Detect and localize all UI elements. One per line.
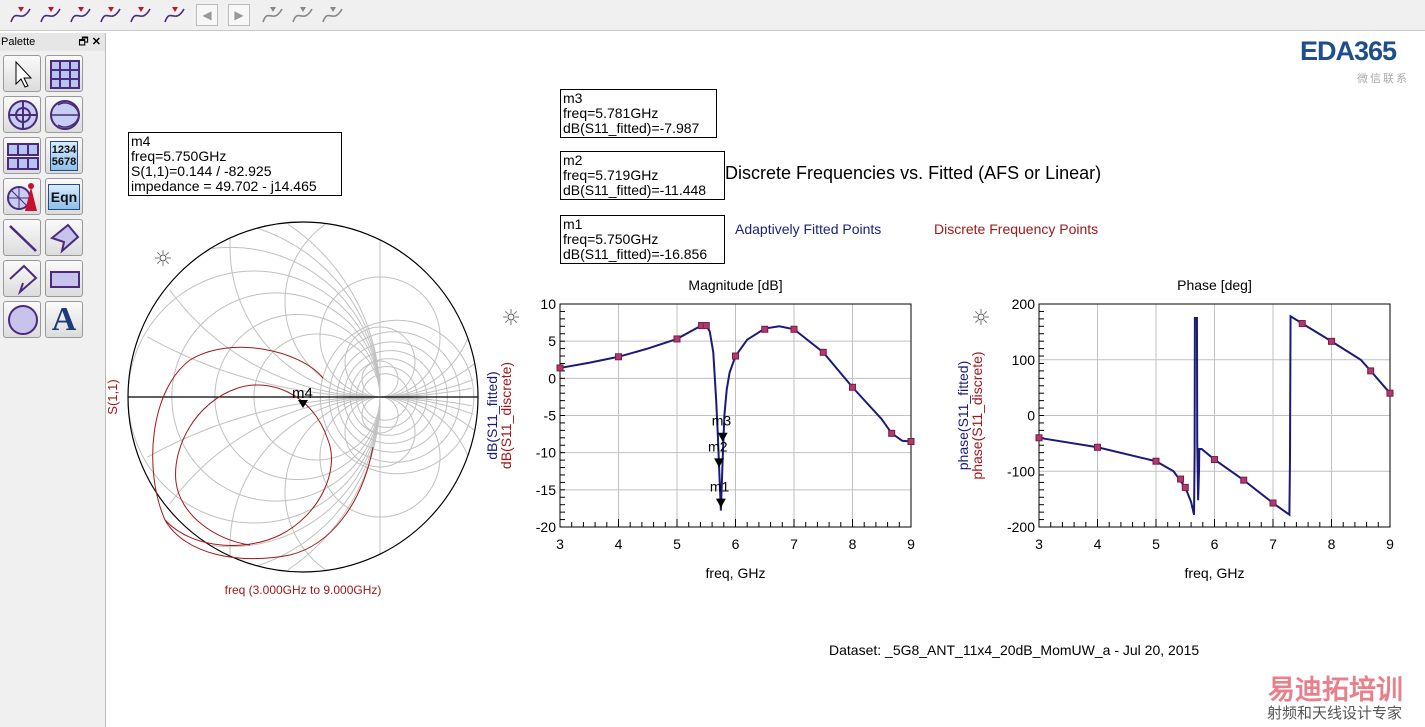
antenna-plot-icon xyxy=(7,182,37,211)
plot-title: Discrete Frequencies vs. Fitted (AFS or … xyxy=(725,163,1102,183)
palette-polyline-button[interactable] xyxy=(3,260,41,297)
triangle-right-icon: ▶ xyxy=(234,8,244,22)
prev-marker-button[interactable]: ◀ xyxy=(196,4,218,26)
marker-move-left-button[interactable] xyxy=(260,3,286,27)
line-icon xyxy=(9,224,37,252)
marker-value: S(1,1)=0.144 / -82.925 xyxy=(131,163,272,179)
marker-box-m2[interactable]: m2 freq=5.719GHz dB(S11_fitted)=-11.448 xyxy=(560,151,725,200)
palette-rectangle-button[interactable] xyxy=(45,260,83,297)
marker-move-up-button[interactable] xyxy=(290,3,316,27)
marker-value: dB(S11_fitted)=-7.987 xyxy=(563,120,700,136)
next-marker-button[interactable]: ▶ xyxy=(228,4,250,26)
logo-subtitle: 微信联系 xyxy=(1357,73,1409,85)
marker-peak-icon xyxy=(10,7,31,23)
marker-peak-button[interactable] xyxy=(8,3,34,27)
marker-impedance: impedance = 49.702 - j14.465 xyxy=(131,178,317,194)
marker-move-left-icon xyxy=(262,7,283,23)
palette-stacked-plot-button[interactable] xyxy=(3,137,41,174)
pointer-icon xyxy=(15,60,33,88)
marker-max-button[interactable] xyxy=(38,3,64,27)
palette-rectangular-plot-button[interactable] xyxy=(45,55,83,92)
marker-freq: freq=5.719GHz xyxy=(563,167,659,183)
palette-header: Palette 🗗 ✕ xyxy=(0,33,105,51)
marker-name: m4 xyxy=(131,133,151,149)
palette-title: Palette xyxy=(1,36,36,48)
marker-toolbar: ◀ ▶ xyxy=(0,0,1425,31)
eda365-logo: EDA365 xyxy=(1300,36,1397,66)
palette-list-button[interactable]: 1234 5678 xyxy=(45,137,83,174)
dataset-label: Dataset: _5G8_ANT_11x4_20dB_MomUW_a - Ju… xyxy=(829,642,1200,658)
list-icon-text: 1234 xyxy=(51,143,77,156)
marker-value: dB(S11_fitted)=-16.856 xyxy=(563,246,708,262)
marker-name: m1 xyxy=(563,216,583,232)
marker-box-m3[interactable]: m3 freq=5.781GHz dB(S11_fitted)=-7.987 xyxy=(560,89,717,138)
palette-smith-chart-button[interactable] xyxy=(45,96,83,133)
training-logo: 易迪拓培训 xyxy=(1268,675,1403,705)
palette-polygon-button[interactable] xyxy=(45,219,83,256)
palette-antenna-plot-button[interactable] xyxy=(3,178,41,215)
circle-icon xyxy=(8,304,38,335)
marker-move-up-icon xyxy=(292,7,313,23)
palette-line-button[interactable] xyxy=(3,219,41,256)
marker-peak-center-icon xyxy=(100,7,121,23)
marker-freq: freq=5.750GHz xyxy=(131,148,227,164)
marker-min-left-button[interactable] xyxy=(68,3,94,27)
marker-freq: freq=5.781GHz xyxy=(563,105,659,121)
marker-box-m4[interactable]: m4 freq=5.750GHz S(1,1)=0.144 / -82.925 … xyxy=(128,132,342,196)
marker-value: dB(S11_fitted)=-11.448 xyxy=(563,182,707,198)
polar-plot-icon xyxy=(8,99,38,130)
polygon-icon xyxy=(49,223,80,254)
triangle-left-icon: ◀ xyxy=(202,8,212,22)
palette-text-button[interactable]: A xyxy=(45,301,83,338)
marker-max-icon xyxy=(40,7,61,23)
close-icon[interactable]: ✕ xyxy=(91,36,101,48)
training-subtitle: 射频和天线设计专家 xyxy=(1267,705,1403,722)
polyline-icon xyxy=(9,264,38,295)
palette-circle-button[interactable] xyxy=(3,301,41,338)
stacked-plot-icon xyxy=(7,142,39,170)
marker-min-left-icon xyxy=(70,7,91,23)
marker-delta-icon xyxy=(164,7,185,23)
legend-discrete: Discrete Frequency Points xyxy=(934,221,1099,237)
marker-min-button[interactable] xyxy=(128,3,154,27)
marker-move-right-icon xyxy=(322,7,343,23)
marker-move-right-button[interactable] xyxy=(320,3,346,27)
rectangle-icon xyxy=(50,270,80,288)
smith-chart-icon xyxy=(50,99,80,130)
equation-icon: Eqn xyxy=(47,183,81,210)
rectangular-plot-icon xyxy=(50,59,80,89)
list-icon: 1234 5678 xyxy=(49,140,79,171)
legend-fitted: Adaptively Fitted Points xyxy=(735,221,882,237)
text-icon: A xyxy=(51,300,77,338)
marker-freq: freq=5.750GHz xyxy=(563,231,659,247)
marker-box-m1[interactable]: m1 freq=5.750GHz dB(S11_fitted)=-16.856 xyxy=(560,215,725,264)
marker-name: m2 xyxy=(563,152,583,168)
marker-min-icon xyxy=(130,7,151,23)
palette-equation-button[interactable]: Eqn xyxy=(45,178,83,215)
palette-polar-plot-button[interactable] xyxy=(3,96,41,133)
list-icon-text: 5678 xyxy=(51,155,77,168)
restore-icon[interactable]: 🗗 xyxy=(78,36,89,48)
palette-panel: Palette 🗗 ✕ 1234 5678 Eqn A xyxy=(0,33,106,727)
marker-name: m3 xyxy=(563,90,583,106)
marker-delta-button[interactable] xyxy=(162,3,188,27)
marker-peak-center-button[interactable] xyxy=(98,3,124,27)
palette-pointer-button[interactable] xyxy=(3,55,41,92)
